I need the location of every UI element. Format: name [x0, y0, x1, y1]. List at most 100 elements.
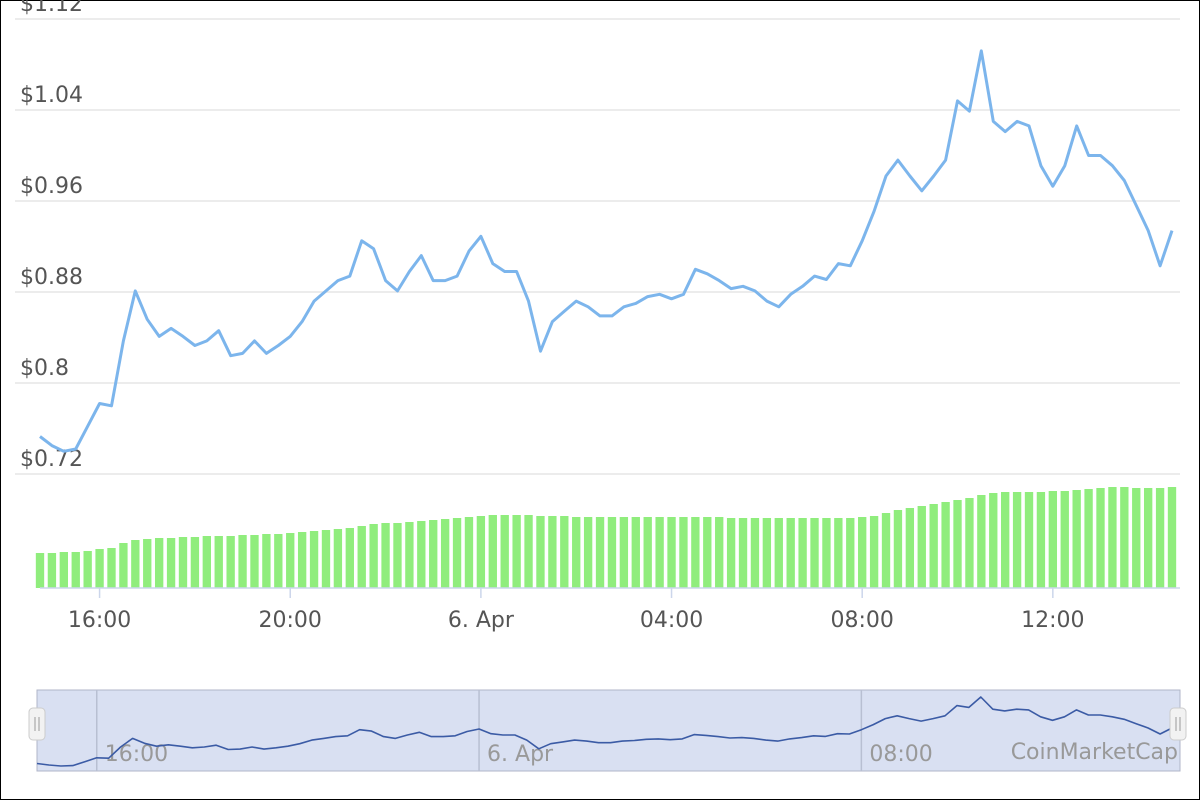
volume-bar	[679, 517, 688, 588]
y-tick-label: $1.04	[20, 83, 83, 108]
volume-bar	[762, 518, 772, 588]
volume-bar	[703, 517, 712, 588]
volume-bar	[1036, 492, 1046, 588]
y-tick-label: $0.88	[20, 265, 83, 290]
volume-bar	[1012, 492, 1022, 588]
volume-bar	[917, 506, 926, 588]
volume-bar	[548, 516, 557, 588]
volume-bar	[1001, 492, 1010, 588]
volume-bar	[178, 537, 188, 588]
volume-bar	[107, 548, 116, 588]
volume-bar	[524, 515, 533, 588]
volume-bar	[560, 516, 569, 588]
volume-bar	[226, 536, 235, 588]
volume-bar	[595, 517, 605, 588]
volume-bar	[1084, 489, 1093, 588]
volume-bar	[214, 536, 223, 588]
volume-bar	[1167, 487, 1177, 588]
volume-bar	[941, 502, 950, 588]
volume-bar	[1072, 490, 1081, 588]
x-tick-label: 6. Apr	[448, 608, 515, 633]
volume-bar	[869, 516, 879, 588]
y-tick-label: $0.96	[20, 174, 83, 199]
volume-bar	[166, 538, 176, 588]
volume-bar	[417, 521, 426, 588]
y-tick-label: $0.72	[20, 447, 83, 472]
volume-bar	[643, 517, 652, 588]
volume-bar	[607, 517, 617, 588]
volume-bar	[834, 518, 843, 588]
volume-bar	[572, 517, 581, 588]
volume-bar	[250, 535, 259, 588]
volume-bar	[774, 518, 783, 588]
volume-bar	[858, 517, 867, 588]
x-tick-label: 08:00	[830, 608, 893, 633]
volume-bar	[1108, 487, 1117, 588]
x-tick-label: 04:00	[640, 608, 703, 633]
volume-bar	[929, 504, 938, 588]
navigator-line	[36, 696, 1173, 767]
volume-bar	[369, 524, 378, 588]
volume-bar	[893, 510, 903, 588]
volume-bar	[429, 520, 438, 588]
volume-bar	[393, 523, 402, 588]
volume-bar	[667, 517, 676, 588]
volume-bar	[1060, 491, 1069, 588]
volume-bar	[691, 517, 700, 588]
navigator-label: 6. Apr	[487, 742, 554, 767]
volume-bar	[309, 531, 319, 588]
volume-bar	[1048, 491, 1058, 588]
navigator-handle	[1169, 707, 1187, 741]
volume-bar	[905, 508, 915, 588]
volume-bar	[59, 552, 69, 588]
volume-bar	[881, 513, 891, 588]
volume-bar	[476, 516, 486, 588]
volume-bar	[989, 493, 998, 588]
volume-bar	[452, 518, 462, 588]
navigator	[36, 689, 1181, 772]
x-tick-label: 20:00	[259, 608, 322, 633]
volume-bar	[345, 528, 354, 588]
volume-bar	[47, 553, 57, 588]
volume-bar	[822, 518, 831, 588]
volume-bar	[1096, 488, 1105, 588]
volume-bar	[750, 518, 760, 588]
y-tick-label: $1.12	[20, 0, 83, 17]
volume-bar	[297, 532, 307, 588]
volume-bar	[333, 529, 343, 588]
volume-bar	[274, 534, 283, 588]
volume-bar	[977, 495, 986, 588]
volume-bar	[1024, 492, 1034, 588]
volume-bar	[786, 518, 795, 588]
volume-bar	[953, 500, 962, 588]
volume-bar	[726, 518, 736, 588]
x-tick-label: 16:00	[68, 608, 131, 633]
volume-bar	[262, 534, 271, 588]
volume-bar	[143, 539, 152, 588]
volume-bar	[440, 519, 450, 588]
volume-bar	[810, 518, 819, 588]
volume-bar	[464, 517, 474, 588]
volume-bar	[1143, 488, 1153, 588]
volume-bar	[1155, 488, 1165, 588]
volume-bar	[846, 518, 855, 588]
y-tick-label: $0.8	[20, 356, 69, 381]
volume-bar	[655, 517, 664, 588]
volume-bar	[512, 515, 521, 588]
volume-bar	[286, 533, 295, 588]
volume-bar	[71, 552, 80, 588]
volume-bar	[190, 537, 200, 588]
volume-bar	[35, 553, 45, 588]
price-line	[39, 49, 1174, 453]
volume-bar	[1120, 487, 1129, 588]
volume-bar	[488, 515, 497, 588]
volume-bar	[619, 517, 629, 588]
credit: CoinMarketCap	[1011, 740, 1178, 765]
volume-bar	[798, 518, 807, 588]
volume-bar	[131, 540, 140, 588]
volume-bar	[95, 549, 104, 588]
volume-bar	[202, 536, 211, 588]
